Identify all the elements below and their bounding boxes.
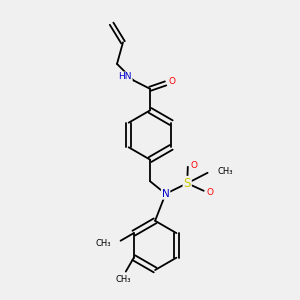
Text: CH₃: CH₃ [115,275,130,284]
Text: N: N [162,189,170,199]
Text: O: O [191,161,198,170]
Text: O: O [169,77,176,86]
Text: CH₃: CH₃ [217,167,233,176]
Text: HN: HN [118,72,132,81]
Text: O: O [207,188,214,197]
Text: CH₃: CH₃ [95,239,111,248]
Text: S: S [184,177,191,190]
